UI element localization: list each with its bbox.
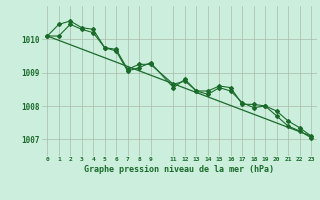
X-axis label: Graphe pression niveau de la mer (hPa): Graphe pression niveau de la mer (hPa) xyxy=(84,165,274,174)
